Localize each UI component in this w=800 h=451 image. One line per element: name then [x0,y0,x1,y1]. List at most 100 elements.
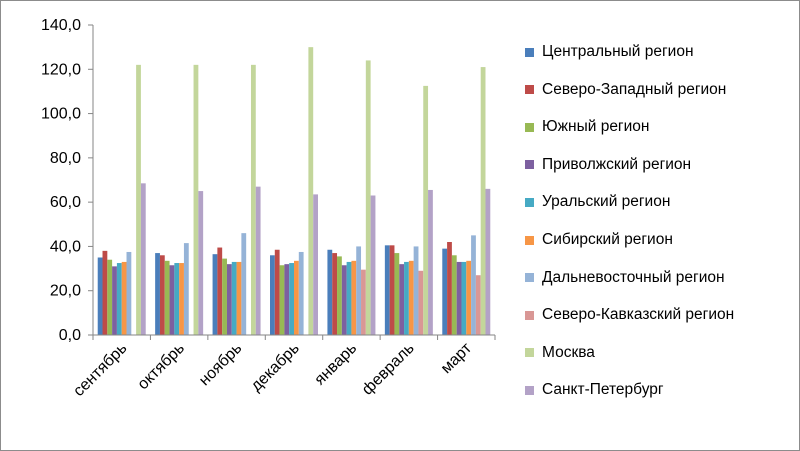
bar [294,260,299,335]
x-tick-label: март [438,339,476,377]
bar [236,261,242,335]
bar [485,188,491,335]
bar [255,186,261,335]
bar [313,194,318,335]
y-tick-label: 120,0 [41,61,81,78]
bar [384,245,390,335]
bar [179,263,184,335]
bar [107,259,113,335]
bar [480,67,486,336]
bar [389,245,395,335]
bar [456,261,462,335]
bar [97,257,103,335]
bar [126,251,132,335]
x-tick-label: декабрь [248,340,303,395]
y-tick-label: 80,0 [50,150,81,167]
bar [428,189,433,335]
bar [298,251,304,335]
legend-swatch [525,85,534,95]
bar [423,85,429,336]
bar [289,263,294,335]
legend-item: Дальневосточный регион [525,267,725,289]
legend-label: Санкт-Петербург [542,381,664,399]
x-tick-label: сентябрь [70,340,130,400]
x-tick-label: февраль [359,340,418,399]
y-tick-label: 100,0 [41,106,81,123]
y-axis: 0,0 20,0 40,0 60,0 80,0 100,0 120,0 140,0 [41,17,94,344]
legend-swatch [525,122,534,132]
bar [212,254,218,335]
y-tick-label: 40,0 [50,238,81,255]
legend-label: Москва [542,343,595,361]
bar [226,264,232,335]
bar [442,248,448,335]
bar [270,255,275,335]
bar [250,64,256,335]
bar [284,264,290,335]
bar [308,47,314,336]
bar [112,266,117,335]
bar [164,260,170,335]
bar [193,64,199,335]
legend-item: Приволжский регион [525,154,691,176]
legend-swatch [525,197,534,207]
bar [279,265,285,335]
bar [169,265,175,335]
legend-swatch [525,235,534,245]
bar [418,270,424,335]
bar [447,242,452,335]
legend-swatch [525,385,534,395]
legend-item: Южный регион [525,116,649,138]
y-tick-label: 0,0 [59,327,81,344]
bar [241,233,247,335]
bar [394,253,400,335]
bars [97,47,491,336]
bar [231,261,237,335]
x-tick-label: октябрь [135,340,188,393]
y-tick-label: 60,0 [50,194,81,211]
legend-item: Санкт-Петербург [525,379,664,401]
legend-item: Северо-Западный регион [525,79,726,101]
bar [116,263,122,335]
legend-item: Северо-Кавказский регион [525,304,734,326]
bar [461,261,467,335]
bar [399,264,405,335]
bar [121,261,127,335]
bar [337,256,342,335]
legend-swatch [525,47,534,57]
x-axis: сентябрь октябрь ноябрь декабрь январьфеврал… [70,334,496,400]
y-tick-label: 20,0 [50,283,81,300]
x-tick-label: январь [311,340,360,389]
legend-label: Приволжский регион [542,155,692,173]
bar [217,247,223,335]
y-tick-label: 140,0 [41,17,81,34]
bar [102,250,108,335]
bar [327,249,333,335]
bar [222,258,227,335]
legend-label: Уральский регион [542,193,671,211]
bar-chart: 0,0 20,0 40,0 60,0 80,0 100,0 120,0 140,0 сентя… [41,17,496,400]
bar [475,275,481,335]
bar [136,64,141,335]
bar [361,269,366,335]
bar [183,243,189,335]
legend-label: Дальневосточный регион [542,268,725,286]
bar [413,246,419,335]
legend-item: Уральский регион [525,191,670,213]
bar [351,260,357,335]
bar [356,246,362,335]
bar [274,249,280,335]
legend-label: Южный регион [542,118,650,136]
bar [332,253,338,335]
legend-swatch [525,160,534,170]
bar [174,263,180,335]
legend-swatch [525,310,534,320]
bar [155,253,160,335]
x-tick-label: ноябрь [196,340,245,389]
bar [471,235,476,335]
bar [341,265,347,335]
legend-item: Москва [525,342,595,364]
bar [159,255,165,335]
legend-item: Центральный регион [525,41,694,63]
